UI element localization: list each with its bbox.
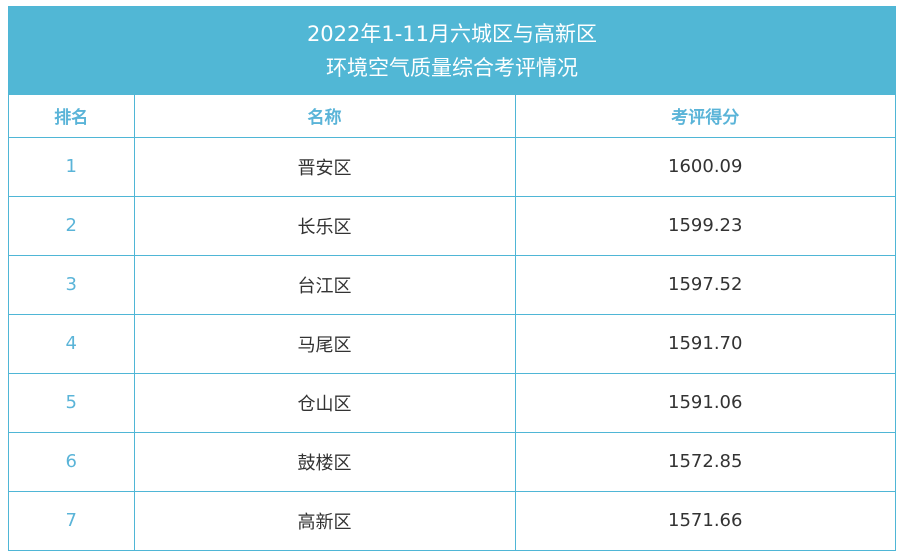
score-cell: 1572.85	[514, 431, 895, 492]
table-row: 5 仓山区 1591.06	[9, 372, 895, 433]
rank-cell: 6	[9, 431, 135, 492]
score-cell: 1599.23	[514, 195, 895, 256]
table-row: 4 马尾区 1591.70	[9, 313, 895, 374]
table-title: 2022年1-11月六城区与高新区 环境空气质量综合考评情况	[9, 7, 895, 95]
rank-cell: 7	[9, 490, 135, 550]
rank-cell: 2	[9, 195, 135, 256]
title-line-1: 2022年1-11月六城区与高新区	[306, 22, 598, 46]
table-row: 3 台江区 1597.52	[9, 254, 895, 315]
district-name-cell: 仓山区	[133, 372, 516, 433]
score-cell: 1591.70	[514, 313, 895, 374]
rank-cell: 4	[9, 313, 135, 374]
district-name-cell: 高新区	[133, 490, 516, 550]
table-row: 6 鼓楼区 1572.85	[9, 431, 895, 492]
table-row: 2 长乐区 1599.23	[9, 195, 895, 256]
score-cell: 1600.09	[514, 136, 895, 197]
score-cell: 1597.52	[514, 254, 895, 315]
rank-cell: 3	[9, 254, 135, 315]
score-cell: 1571.66	[514, 490, 895, 550]
ranking-table: 2022年1-11月六城区与高新区 环境空气质量综合考评情况 排名 名称 考评得…	[8, 6, 896, 551]
score-table: 排名 名称 考评得分 1 晋安区 1600.09 2 长乐区 1599.23 3…	[9, 95, 895, 550]
district-name-cell: 马尾区	[133, 313, 516, 374]
title-line-2: 环境空气质量综合考评情况	[326, 56, 578, 80]
district-name-cell: 长乐区	[133, 195, 516, 256]
column-header-rank: 排名	[9, 95, 135, 138]
district-name-cell: 台江区	[133, 254, 516, 315]
column-header-score: 考评得分	[514, 95, 895, 138]
column-header-name: 名称	[133, 95, 516, 138]
district-name-cell: 鼓楼区	[133, 431, 516, 492]
header-row: 排名 名称 考评得分	[9, 95, 895, 138]
rank-cell: 5	[9, 372, 135, 433]
table-row: 7 高新区 1571.66	[9, 490, 895, 550]
rank-cell: 1	[9, 136, 135, 197]
district-name-cell: 晋安区	[133, 136, 516, 197]
score-cell: 1591.06	[514, 372, 895, 433]
table-row: 1 晋安区 1600.09	[9, 136, 895, 197]
